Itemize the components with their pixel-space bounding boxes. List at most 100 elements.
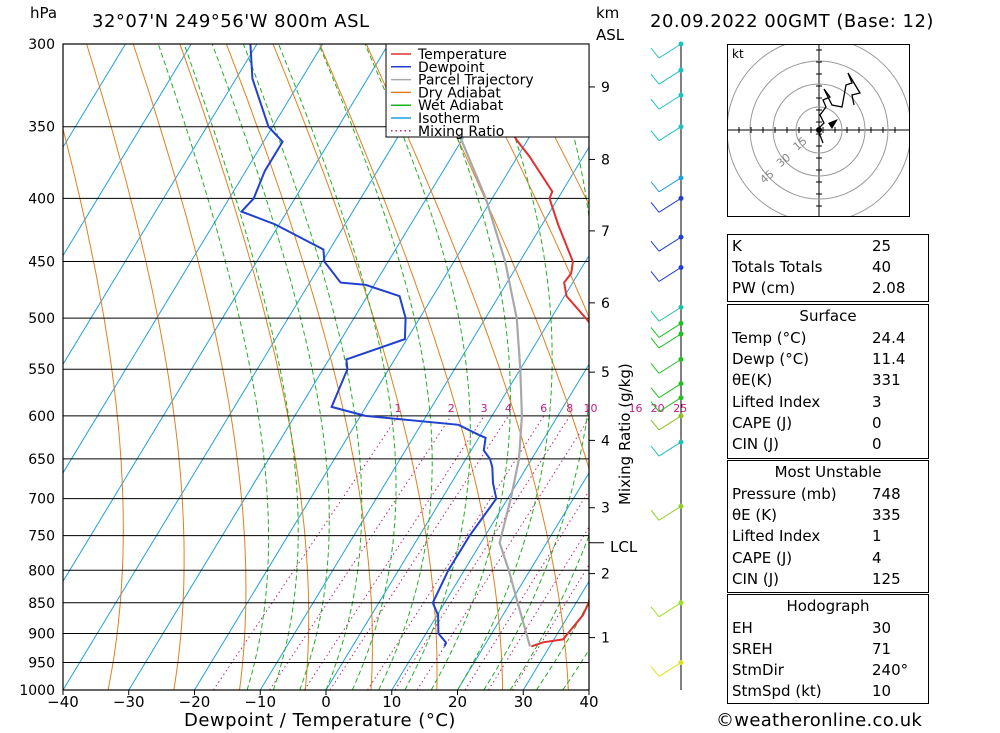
surface-row: Lifted Index 3 [732, 393, 882, 411]
hodo-row: EH 30 [732, 619, 892, 637]
series-dewpoint [239, 44, 498, 647]
surface-table: Surface Temp (°C) 24.4 Dewp (°C) 11.4 θE(K… [727, 304, 929, 459]
x-tick-label: 10 [382, 693, 401, 711]
mixing-ratio-line [212, 415, 399, 690]
pressure-tick-label: 950 [28, 655, 55, 671]
wind-dot [678, 41, 684, 47]
km-tick-label: 2 [601, 567, 610, 583]
mixing-ratio-label: 1 [394, 402, 401, 415]
pressure-tick-label: 550 [28, 362, 55, 378]
mixing-ratio-label: 3 [481, 402, 488, 415]
pressure-tick-label: 650 [28, 452, 55, 468]
mu-row: θE (K) 335 [732, 506, 901, 524]
wind-barb-flag [650, 271, 660, 282]
x-tick-label: −30 [113, 693, 145, 711]
wind-barb-flag [650, 310, 660, 322]
wind-barb-flag [650, 327, 660, 338]
plot-frame [62, 43, 590, 691]
wind-barb [658, 602, 682, 618]
dry-adiabat-line [459, 44, 589, 319]
mixing-ratio-axis-title: Mixing Ratio (g/kg) [616, 363, 634, 505]
wind-dot [678, 264, 684, 270]
x-tick-label: 20 [448, 693, 467, 711]
km-tick-label: 4 [601, 433, 610, 449]
isotherm-line [457, 471, 589, 690]
wind-barb-flag [650, 666, 660, 677]
wind-barb [658, 415, 682, 431]
mu-row: Pressure (mb) 748 [732, 485, 901, 503]
hodo-title: Hodograph [786, 597, 870, 615]
wind-barb-flag [650, 606, 660, 618]
hodo-row: StmDir 240° [732, 661, 909, 679]
wind-dot [678, 503, 684, 509]
wind-barb [658, 662, 682, 677]
hodograph-ring [749, 60, 889, 200]
mixing-ratio-label: 2 [448, 402, 455, 415]
pressure-tick-label: 450 [28, 255, 55, 271]
hodograph-table: Hodograph EH 30 SREH 71 StmDir 240° StmSpd … [727, 594, 929, 704]
legend-label: Isotherm [418, 111, 480, 127]
pressure-tick-label: 350 [28, 120, 55, 136]
mu-row: Lifted Index 1 [732, 527, 882, 545]
isotherm-line [325, 254, 589, 690]
wind-barb-flag [650, 240, 660, 252]
pressure-tick-label: 700 [28, 492, 55, 508]
wind-barb [658, 306, 682, 322]
mixing-ratio-line [329, 415, 509, 690]
hodograph-trace [817, 72, 862, 144]
mixing-ratio-line [512, 564, 589, 690]
wind-barb [658, 441, 682, 457]
wind-barb [658, 43, 682, 59]
wet-adiabat-line [318, 44, 433, 690]
wind-barb [658, 397, 682, 413]
legend-label: Wet Adiabat [418, 98, 504, 114]
series-parcel-trajectory [413, 44, 532, 647]
km-tick-label: 3 [601, 501, 610, 517]
wind-barb [658, 126, 682, 142]
hodo-row: StmSpd (kt) 10 [732, 682, 892, 700]
legend-box [385, 43, 590, 138]
pressure-tick-label: 750 [28, 529, 55, 545]
isotherm-line [63, 44, 389, 583]
hodograph-ring [795, 106, 843, 154]
surface-row: CAPE (J) 0 [732, 414, 882, 432]
wind-barb-flag [650, 419, 660, 431]
hodo-row: SREH 71 [732, 640, 892, 658]
wind-dot [678, 356, 684, 362]
index-row-tt: Totals Totals 40 [732, 258, 892, 276]
mixing-ratio-label: 25 [673, 402, 687, 415]
wind-barb-flag [650, 130, 660, 142]
wind-dot [678, 304, 684, 310]
pressure-tick-label: 300 [28, 37, 55, 53]
hodograph-ring [772, 83, 866, 177]
hodograph-ring-label: 15 [791, 134, 810, 153]
wind-barb [658, 94, 682, 110]
wind-dot [678, 195, 684, 201]
asl-label: ASL [596, 26, 625, 44]
dry-adiabat-line [972, 44, 1000, 690]
km-label: km [596, 4, 620, 22]
wind-dot [678, 600, 684, 606]
wind-barb-flag [650, 445, 660, 457]
wind-barb-flag [650, 509, 660, 521]
isotherm-line [259, 146, 589, 690]
wind-barb-flag [650, 47, 660, 59]
hodograph-ring-label: 30 [774, 151, 793, 170]
dry-adiabat-line [179, 44, 310, 690]
dry-adiabat-line [86, 44, 185, 690]
series-temperature [465, 44, 589, 648]
pressure-unit: hPa [30, 4, 58, 22]
hodograph-unit: kt [732, 47, 744, 61]
wind-dot [678, 320, 684, 326]
dry-adiabat-line [926, 44, 1000, 690]
wind-dot [678, 659, 684, 665]
mixing-ratio-label: 4 [505, 402, 512, 415]
wet-adiabat-line [278, 44, 397, 690]
dry-adiabat-line [225, 44, 373, 690]
mixing-ratio-line [394, 415, 571, 690]
surface-row: Dewp (°C) 11.4 [732, 350, 906, 368]
datetime-title: 20.09.2022 00GMT (Base: 12) [650, 11, 934, 32]
pressure-tick-label: 600 [28, 409, 55, 425]
